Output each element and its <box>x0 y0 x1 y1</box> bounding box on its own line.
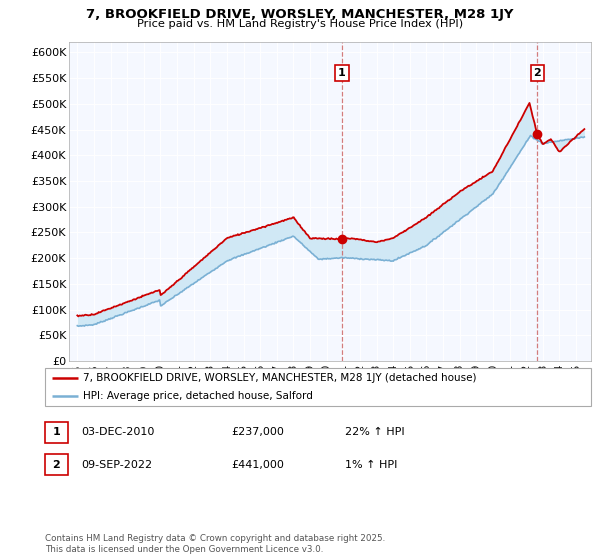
Text: 2: 2 <box>533 68 541 78</box>
Text: HPI: Average price, detached house, Salford: HPI: Average price, detached house, Salf… <box>83 391 313 401</box>
Text: £237,000: £237,000 <box>231 427 284 437</box>
Text: 09-SEP-2022: 09-SEP-2022 <box>81 460 152 470</box>
Text: 1: 1 <box>338 68 346 78</box>
Text: Contains HM Land Registry data © Crown copyright and database right 2025.
This d: Contains HM Land Registry data © Crown c… <box>45 534 385 554</box>
Text: Price paid vs. HM Land Registry's House Price Index (HPI): Price paid vs. HM Land Registry's House … <box>137 19 463 29</box>
Text: 2: 2 <box>53 460 60 470</box>
Text: 7, BROOKFIELD DRIVE, WORSLEY, MANCHESTER, M28 1JY (detached house): 7, BROOKFIELD DRIVE, WORSLEY, MANCHESTER… <box>83 373 476 383</box>
Text: 1: 1 <box>53 427 60 437</box>
Text: 03-DEC-2010: 03-DEC-2010 <box>81 427 154 437</box>
Text: 1% ↑ HPI: 1% ↑ HPI <box>345 460 397 470</box>
Text: 22% ↑ HPI: 22% ↑ HPI <box>345 427 404 437</box>
Text: £441,000: £441,000 <box>231 460 284 470</box>
Text: 7, BROOKFIELD DRIVE, WORSLEY, MANCHESTER, M28 1JY: 7, BROOKFIELD DRIVE, WORSLEY, MANCHESTER… <box>86 8 514 21</box>
